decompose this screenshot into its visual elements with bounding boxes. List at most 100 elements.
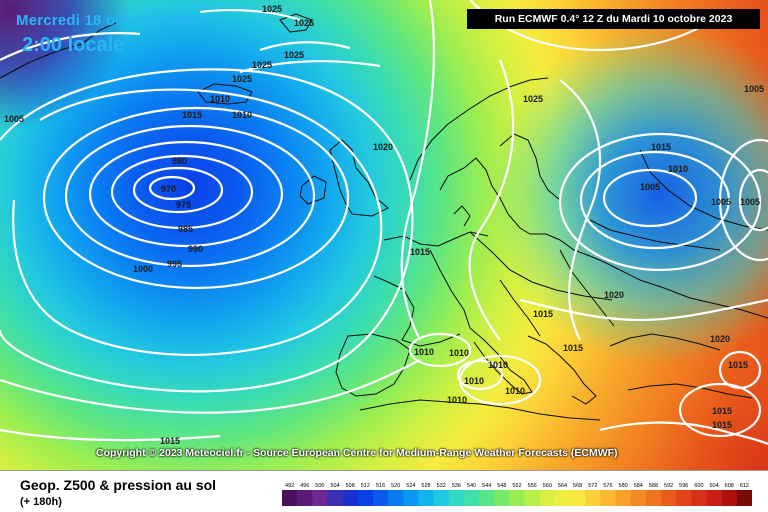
isobar-label: 1010 bbox=[488, 360, 508, 370]
scale-swatch bbox=[736, 490, 752, 506]
scale-tick-label: 596 bbox=[679, 483, 688, 489]
isobar-label: 1025 bbox=[232, 74, 252, 84]
scale-swatch bbox=[645, 490, 662, 506]
scale-tick-label: 528 bbox=[421, 483, 430, 489]
isobar-label: 980 bbox=[172, 156, 187, 166]
copyright-notice: Copyright © 2023 Meteociel.fr - Source E… bbox=[96, 447, 618, 459]
isobars bbox=[0, 0, 768, 444]
scale-tick-label: 512 bbox=[361, 483, 370, 489]
scale-swatch bbox=[372, 490, 389, 506]
scale-tick-label: 544 bbox=[482, 483, 491, 489]
low-center-label: 970 bbox=[161, 184, 176, 194]
isobar-label: 1025 bbox=[523, 94, 543, 104]
isobar-label: 1015 bbox=[728, 360, 748, 370]
scale-tick-label: 548 bbox=[497, 483, 506, 489]
isobar-label: 1010 bbox=[449, 348, 469, 358]
isobar-label: 1010 bbox=[210, 94, 230, 104]
scale-swatch bbox=[570, 490, 586, 506]
footer: Geop. Z500 & pression au sol (+ 180h) 49… bbox=[0, 470, 768, 512]
scale-tick-label: 516 bbox=[376, 483, 385, 489]
scale-swatch bbox=[676, 490, 692, 506]
isobar-label: 1025 bbox=[294, 18, 314, 28]
isobar-label: 1025 bbox=[262, 4, 282, 14]
scale-swatch bbox=[600, 490, 616, 506]
scale-swatch bbox=[463, 490, 480, 506]
scale-swatch bbox=[554, 490, 571, 506]
isobar-label: 985 bbox=[178, 224, 193, 234]
scale-tick-label: 532 bbox=[437, 483, 446, 489]
variable-title: Geop. Z500 & pression au sol bbox=[20, 477, 217, 493]
scale-swatch bbox=[661, 490, 677, 506]
scale-tick-label: 536 bbox=[452, 483, 461, 489]
isobar-label: 1005 bbox=[640, 182, 660, 192]
scale-swatch bbox=[327, 490, 343, 506]
color-scale: 492 496 500 504 508 512 516 520 524 528 532 536 540 5… bbox=[282, 483, 752, 506]
scale-swatch bbox=[479, 490, 495, 506]
scale-tick-label: 496 bbox=[300, 483, 309, 489]
scale-tick-label: 540 bbox=[467, 483, 476, 489]
map-canvas: 970 975 980 985 990 995 1000 1005 1025 1… bbox=[0, 0, 768, 470]
scale-swatch bbox=[342, 490, 359, 506]
scale-swatch bbox=[418, 490, 434, 506]
scale-tick-label: 508 bbox=[346, 483, 355, 489]
forecast-step: (+ 180h) bbox=[20, 496, 62, 508]
scale-tick-label: 564 bbox=[558, 483, 567, 489]
scale-swatch bbox=[403, 490, 419, 506]
scale-tick-label: 576 bbox=[603, 483, 612, 489]
isobar-label: 1010 bbox=[464, 376, 484, 386]
isobar-label: 1015 bbox=[160, 436, 180, 446]
scale-tick-label: 584 bbox=[634, 483, 643, 489]
scale-swatch bbox=[585, 490, 601, 506]
isobar-label: 1015 bbox=[651, 142, 671, 152]
valid-date: Mercredi 18 octobre 2023 bbox=[16, 12, 201, 29]
run-info: Run ECMWF 0.4° 12 Z du Mardi 10 octobre … bbox=[467, 9, 760, 29]
isobar-label: 1010 bbox=[232, 110, 252, 120]
scale-tick-label: 524 bbox=[406, 483, 415, 489]
scale-tick-label: 612 bbox=[740, 483, 749, 489]
isobar-label: 1005 bbox=[711, 197, 731, 207]
scale-swatch bbox=[433, 490, 450, 506]
isobar-label: 1015 bbox=[712, 406, 732, 416]
scale-tick-label: 552 bbox=[512, 483, 521, 489]
isobar-label: 1015 bbox=[182, 110, 202, 120]
scale-tick-label: 592 bbox=[664, 483, 673, 489]
isobar-label: 1010 bbox=[414, 347, 434, 357]
isobar-label: 1000 bbox=[133, 264, 153, 274]
coastlines bbox=[0, 13, 768, 421]
scale-swatch bbox=[388, 490, 404, 506]
scale-swatch bbox=[357, 490, 374, 506]
scale-tick-label: 520 bbox=[391, 483, 400, 489]
isobar-label: 1010 bbox=[447, 395, 467, 405]
isobar-label: 1025 bbox=[252, 60, 272, 70]
valid-time: 2:00 locale bbox=[22, 34, 125, 56]
scale-swatch bbox=[691, 490, 707, 506]
isobar-label: 1005 bbox=[4, 114, 24, 124]
isobar-label: 1015 bbox=[533, 309, 553, 319]
scale-swatch bbox=[282, 490, 298, 506]
scale-tick-label: 608 bbox=[725, 483, 734, 489]
scale-tick-label: 572 bbox=[588, 483, 597, 489]
scale-swatch bbox=[615, 490, 632, 506]
scale-tick-label: 588 bbox=[649, 483, 658, 489]
isobar-label: 1020 bbox=[604, 290, 624, 300]
scale-swatch bbox=[494, 490, 510, 506]
scale-tick-label: 580 bbox=[619, 483, 628, 489]
isobar-labels: 970 975 980 985 990 995 1000 1005 1025 1… bbox=[4, 4, 764, 446]
isobar-label: 1005 bbox=[744, 84, 764, 94]
isobar-label: 1010 bbox=[668, 164, 688, 174]
scale-swatch bbox=[312, 490, 328, 506]
scale-tick-label: 556 bbox=[528, 483, 537, 489]
scale-tick-label: 500 bbox=[315, 483, 324, 489]
scale-tick-label: 600 bbox=[694, 483, 703, 489]
isobar-label: 1010 bbox=[505, 386, 525, 396]
scale-swatch bbox=[524, 490, 541, 506]
forecast-map: 970 975 980 985 990 995 1000 1005 1025 1… bbox=[0, 0, 768, 470]
scale-tick-label: 568 bbox=[573, 483, 582, 489]
isobar-label: 1020 bbox=[710, 334, 730, 344]
scale-swatch bbox=[721, 490, 738, 506]
isobar-label: 1015 bbox=[410, 247, 430, 257]
isobar-label: 1005 bbox=[740, 197, 760, 207]
scale-swatch bbox=[297, 490, 313, 506]
isobar-label: 1015 bbox=[712, 420, 732, 430]
scale-swatch bbox=[706, 490, 722, 506]
